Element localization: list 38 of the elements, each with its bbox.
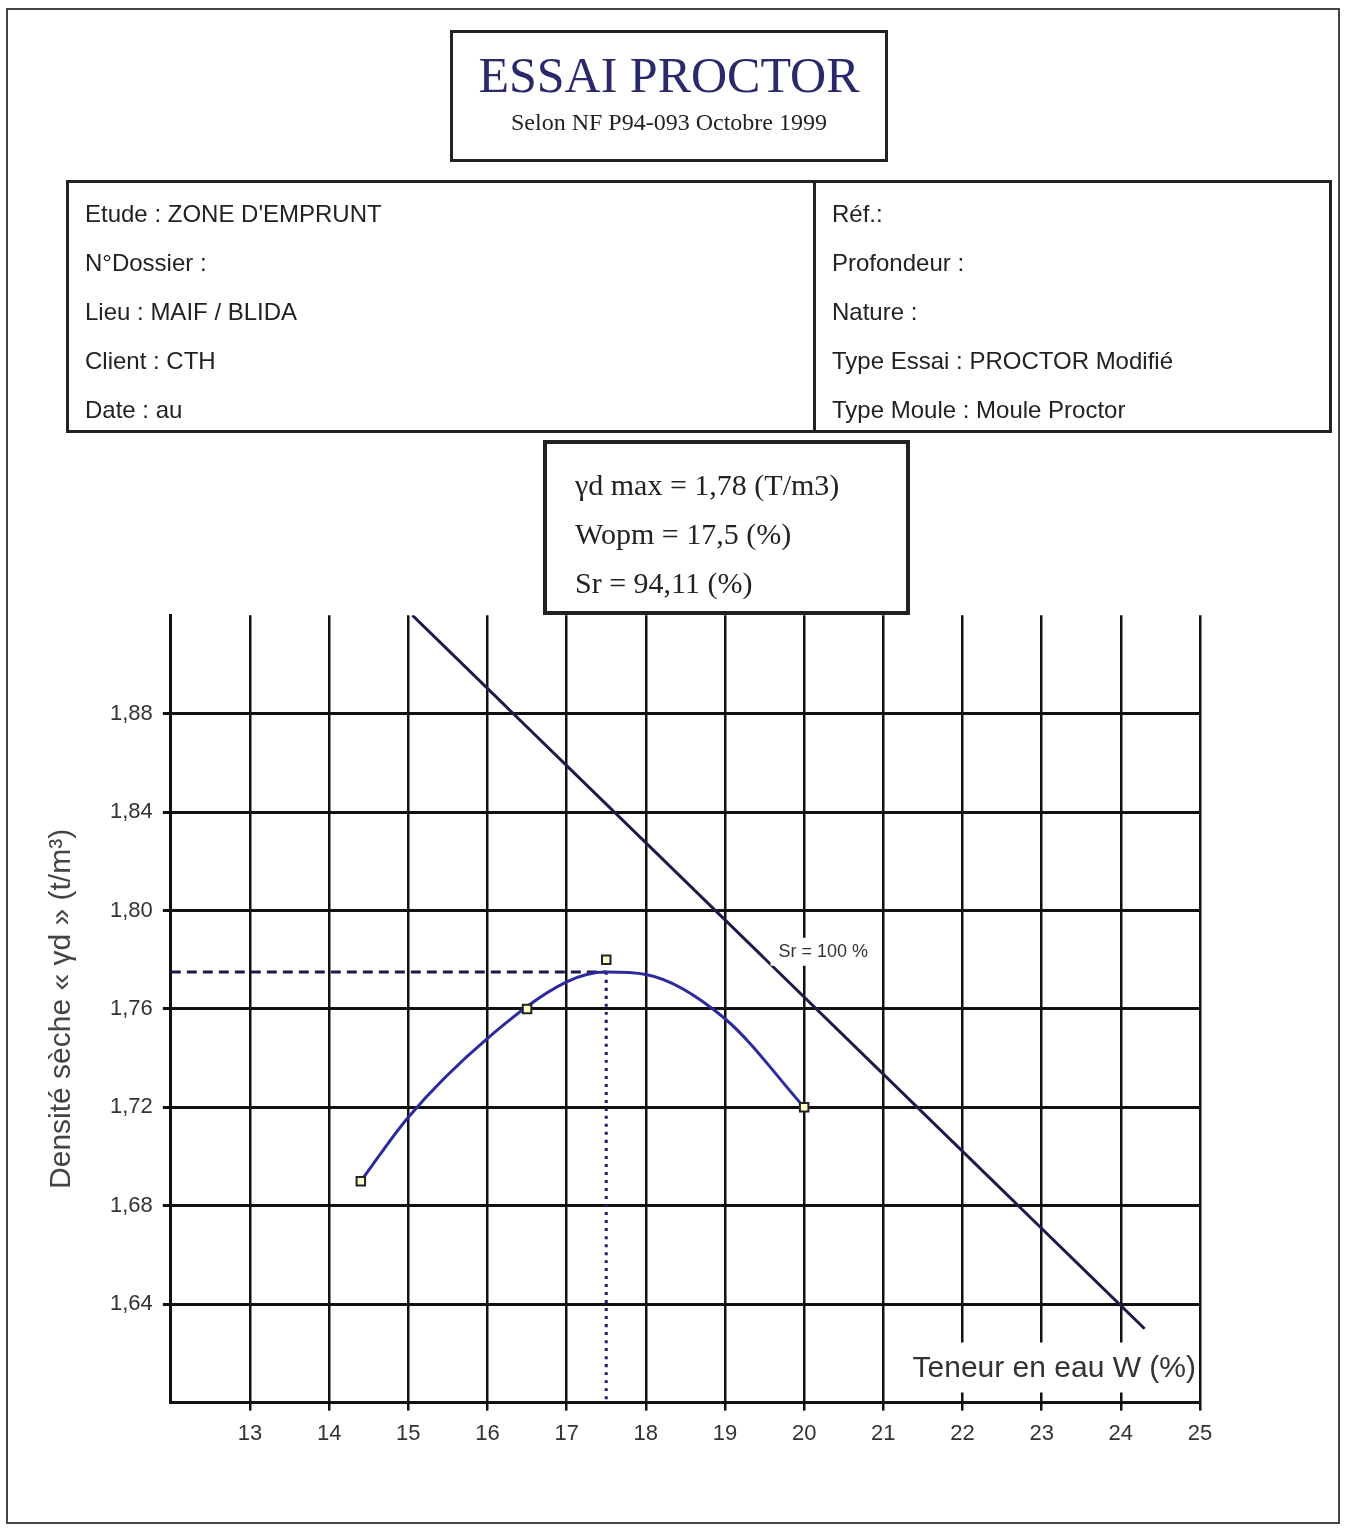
annotation: Sr = 100 % (778, 940, 869, 961)
text: Sr = 94,11 (%) (575, 565, 754, 601)
y-tick-label: 1,72 (109, 1093, 153, 1119)
chart-subtitle: Selon NF P94-093 Octobre 1999 (510, 109, 828, 136)
y-tick-label: 1,76 (109, 994, 153, 1020)
x-tick-label: 17 (554, 1419, 579, 1445)
text: N°Dossier : (85, 248, 208, 278)
y-tick-label: 1,88 (109, 699, 153, 725)
x-tick-label: 23 (1029, 1419, 1054, 1445)
chart-title: ESSAI PROCTOR (477, 47, 861, 103)
y-tick-label: 1,84 (109, 798, 153, 824)
text: Lieu : MAIF / BLIDA (85, 297, 299, 327)
x-tick-label: 14 (316, 1419, 342, 1445)
x-tick-label: 21 (871, 1419, 896, 1445)
text: Nature : (832, 297, 919, 327)
y-tick-label: 1,68 (109, 1191, 153, 1217)
y-tick-label: 1,80 (109, 896, 153, 922)
text: Wopm = 17,5 (%) (575, 516, 793, 552)
text: Type Moule : Moule Proctor (832, 395, 1127, 425)
x-tick-label: 13 (237, 1419, 263, 1445)
y-axis-title: Densité sèche « γd » (t/m³) (43, 828, 77, 1189)
text: Etude : ZONE D'EMPRUNT (85, 199, 383, 229)
x-tick-label: 18 (633, 1419, 659, 1445)
x-axis-title: Teneur en eau W (%) (912, 1349, 1196, 1383)
text: Réf.: (832, 199, 884, 229)
x-tick-label: 15 (396, 1419, 421, 1445)
x-tick-label: 20 (791, 1419, 817, 1445)
text: Type Essai : PROCTOR Modifié (832, 346, 1173, 376)
x-tick-label: 25 (1187, 1419, 1213, 1445)
x-tick-label: 16 (475, 1419, 500, 1445)
x-tick-label: 22 (950, 1419, 975, 1445)
text: Profondeur : (832, 248, 966, 278)
text: Date : au (85, 395, 184, 425)
x-tick-label: 19 (712, 1419, 738, 1445)
x-tick-label: 24 (1108, 1419, 1134, 1445)
y-tick-label: 1,64 (109, 1290, 153, 1316)
text: Client : CTH (85, 346, 217, 376)
text: γd max = 1,78 (T/m3) (575, 467, 841, 503)
